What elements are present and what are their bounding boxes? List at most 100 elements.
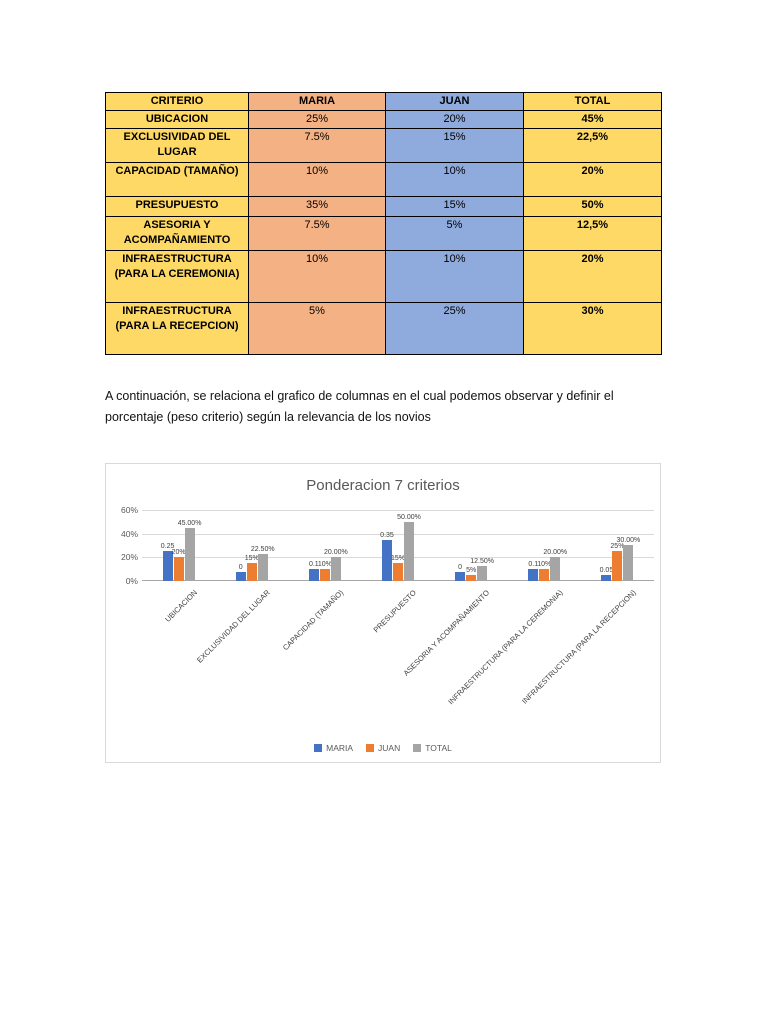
bar-value-label: 0.1 (308, 561, 319, 568)
legend-item: MARIA (314, 743, 353, 753)
maria-bar (235, 572, 246, 581)
legend-swatch (413, 744, 422, 752)
cell-maria: 5% (248, 302, 386, 355)
bar-column: 0.1 (528, 510, 539, 581)
bar-column: 30.00% (617, 510, 640, 581)
x-axis-label: CAPACIDAD (TAMAÑO) (281, 588, 346, 653)
cell-juan: 10% (385, 250, 524, 303)
bar-group: 0.25 20% 45.00% UBICACION (142, 510, 215, 624)
table-row: INFRAESTRUCTURA (PARA LA RECEPCION) 5% 2… (105, 302, 662, 355)
total-bar (477, 566, 488, 581)
bar-group: 0 15% 22.50% EXCLUSIVIDAD DEL LUGAR (195, 510, 288, 665)
cell-maria: 7.5% (248, 128, 386, 163)
cell-maria: 35% (248, 196, 386, 217)
header-criterio: CRITERIO (105, 92, 249, 111)
cell-juan: 15% (385, 196, 524, 217)
cell-total: 20% (523, 162, 662, 197)
cell-total: 50% (523, 196, 662, 217)
x-axis-label: EXCLUSIVIDAD DEL LUGAR (195, 588, 273, 665)
cell-total: 20% (523, 250, 662, 303)
bar-value-label: 45.00% (177, 520, 202, 527)
legend-swatch (314, 744, 323, 752)
gridline (142, 534, 654, 535)
bar-column: 12.50% (470, 510, 494, 581)
legend-label: TOTAL (425, 743, 452, 753)
bar-value-label: 0 (238, 564, 243, 571)
chart-area: Ponderacion 7 criterios 60% 40% 20% 0% 0… (105, 463, 661, 763)
cell-criterio: PRESUPUESTO (105, 196, 249, 217)
bar-column: 15% (244, 510, 259, 581)
gridline (142, 510, 654, 511)
bar-column: 0.35 (380, 510, 394, 581)
bar-value-label: 25% (610, 543, 625, 550)
table-row: UBICACION 25% 20% 45% (105, 110, 662, 129)
bar-column: 10% (537, 510, 551, 581)
total-bar (403, 522, 414, 581)
x-axis-label: UBICACION (163, 588, 199, 624)
total-bar (550, 557, 561, 581)
table-header-row: CRITERIO MARIA JUAN TOTAL (105, 92, 662, 111)
legend-item: TOTAL (413, 743, 452, 753)
y-axis-tick: 60% (120, 505, 138, 515)
bar-value-label: 20.00% (543, 549, 568, 556)
cell-criterio: EXCLUSIVIDAD DEL LUGAR (105, 128, 249, 163)
criteria-table: CRITERIO MARIA JUAN TOTAL UBICACION 25% … (105, 92, 662, 355)
total-bar (623, 545, 634, 581)
table-row: INFRAESTRUCTURA (PARA LA CEREMONIA) 10% … (105, 250, 662, 303)
cell-total: 30% (523, 302, 662, 355)
table-row: EXCLUSIVIDAD DEL LUGAR 7.5% 15% 22,5% (105, 128, 662, 163)
bar-column: 0 (235, 510, 246, 581)
bar-column: 0.1 (308, 510, 319, 581)
cell-juan: 15% (385, 128, 524, 163)
juan-bar (466, 575, 477, 581)
bar-value-label: 50.00% (397, 514, 421, 521)
bar-value-label: 15% (244, 555, 259, 562)
cell-criterio: INFRAESTRUCTURA (PARA LA RECEPCION) (105, 302, 249, 355)
legend-label: JUAN (378, 743, 401, 753)
header-maria: MARIA (248, 92, 386, 111)
cell-juan: 5% (385, 216, 524, 251)
header-juan: JUAN (385, 92, 524, 111)
maria-bar (162, 551, 173, 581)
bar-value-label: 0.35 (380, 532, 394, 539)
bar-group: 0.1 10% 20.00% INFRAESTRUCTURA (PARA LA CER… (446, 510, 581, 706)
total-bar (257, 554, 268, 581)
chart-plot: 0.25 20% 45.00% UBICACION 0 15% 22.50% EXCLUSIV… (142, 510, 654, 706)
bar-value-label: 22.50% (250, 546, 275, 553)
total-bar (330, 557, 341, 581)
total-bar (184, 528, 195, 581)
y-axis-tick: 20% (120, 552, 138, 562)
juan-bar (392, 563, 403, 581)
bar-value-label: 20.00% (323, 549, 348, 556)
juan-bar (319, 569, 330, 581)
cell-maria: 10% (248, 162, 386, 197)
header-total: TOTAL (523, 92, 662, 111)
table-row: PRESUPUESTO 35% 15% 50% (105, 196, 662, 217)
chart-title: Ponderacion 7 criterios (306, 477, 460, 494)
bar-value-label: 20% (171, 549, 186, 556)
bar-column: 0 (455, 510, 466, 581)
bar-column: 0.05 (599, 510, 614, 581)
cell-criterio: CAPACIDAD (TAMAÑO) (105, 162, 249, 197)
maria-bar (528, 569, 539, 581)
bar-column: 15% (390, 510, 405, 581)
bar-group: 0.35 15% 50.00% PRESUPUESTO (361, 510, 434, 634)
juan-bar (612, 551, 623, 581)
y-axis-tick: 40% (120, 529, 138, 539)
bar-column: 50.00% (397, 510, 421, 581)
bar-value-label: 30.00% (616, 537, 641, 544)
bar-column: 25% (610, 510, 625, 581)
legend-swatch (366, 744, 375, 752)
bar-group: 0 5% 12.50% ASESORIA Y ACOMPAÑAMIENTO (402, 510, 508, 678)
bar-value-label: 15% (390, 555, 405, 562)
x-axis-label: PRESUPUESTO (372, 588, 419, 635)
bar-value-label: 0.05 (599, 567, 614, 574)
cell-total: 12,5% (523, 216, 662, 251)
maria-bar (601, 575, 612, 581)
cell-maria: 10% (248, 250, 386, 303)
cell-maria: 7.5% (248, 216, 386, 251)
cell-juan: 25% (385, 302, 524, 355)
x-axis-label: INFRAESTRUCTURA (PARA LA CEREMONIA) (446, 588, 565, 707)
bar-column: 22.50% (251, 510, 275, 581)
